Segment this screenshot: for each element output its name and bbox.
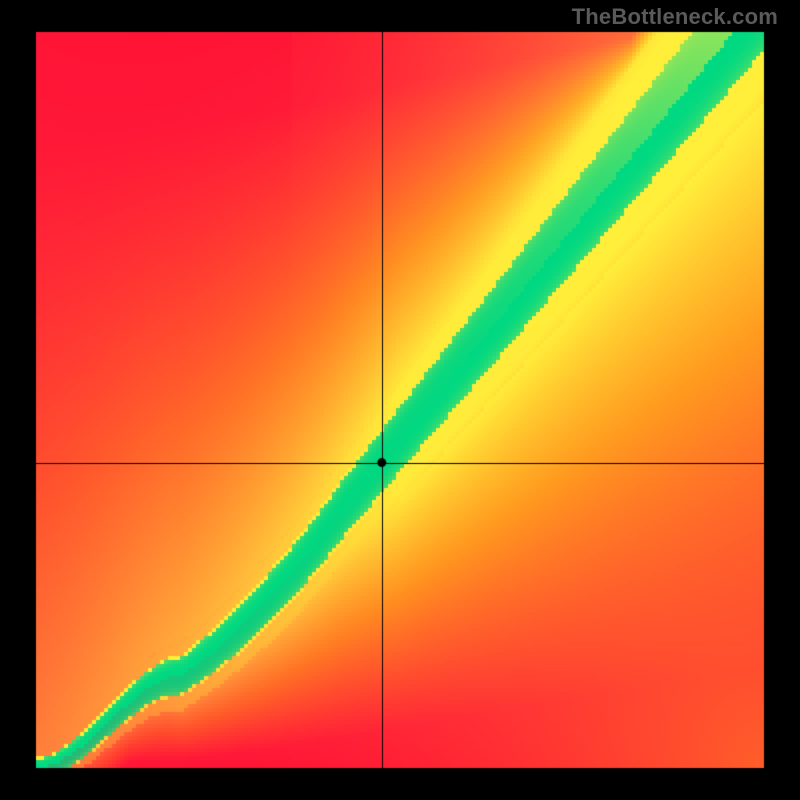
chart-container: TheBottleneck.com bbox=[0, 0, 800, 800]
watermark-text: TheBottleneck.com bbox=[572, 4, 778, 30]
heatmap-canvas bbox=[0, 0, 800, 800]
